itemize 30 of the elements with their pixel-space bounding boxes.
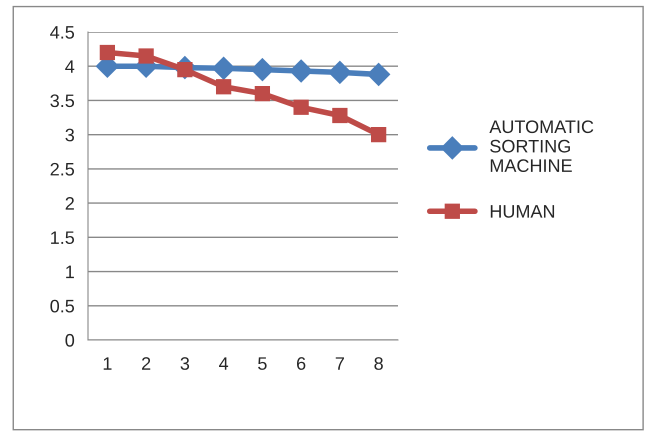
x-tick-label: 6: [297, 357, 306, 370]
y-tick-label: 0.5: [50, 300, 74, 312]
point: [332, 108, 348, 124]
point: [138, 48, 154, 64]
point: [290, 60, 313, 83]
y-tick-label: 1.5: [51, 231, 74, 244]
point: [328, 60, 352, 84]
point: [100, 44, 116, 60]
x-tick-label: 5: [258, 357, 267, 370]
point: [367, 62, 390, 86]
y-tick-label: 1: [66, 266, 74, 278]
point: [254, 86, 270, 102]
legend-label: HUMAN: [490, 205, 554, 218]
x-tick-label: 8: [374, 357, 383, 370]
y-tick-label: 4: [65, 60, 74, 73]
x-tick-label: 1: [104, 357, 112, 370]
x-tick-label: 2: [142, 357, 150, 370]
point: [293, 100, 309, 115]
y-tick-label: 3.5: [50, 94, 74, 108]
x-tick-label: 3: [180, 357, 190, 370]
legend-label: AUTOMATIC SORTING MACHINE: [489, 120, 594, 172]
x-tick-label: 7: [336, 357, 344, 370]
y-tick-label: 0: [65, 334, 74, 347]
point: [216, 79, 232, 94]
y-tick-label: 3: [65, 128, 74, 142]
point: [370, 127, 386, 142]
x-tick-label: 4: [219, 357, 228, 370]
y-tick-label: 2.5: [50, 162, 74, 176]
y-tick-label: 2: [66, 197, 74, 210]
y-tick-label: 4.5: [50, 26, 74, 39]
